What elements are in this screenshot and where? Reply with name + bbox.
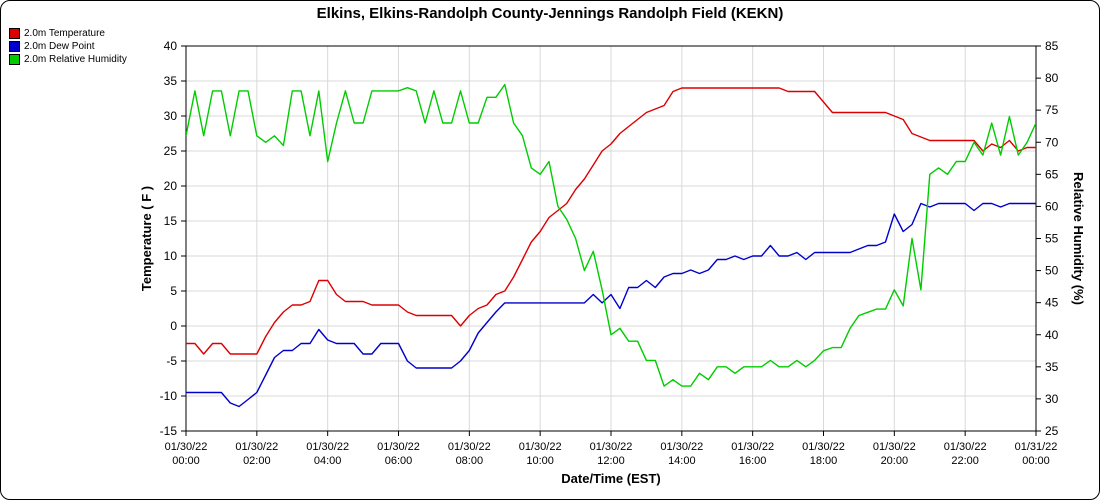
legend-item: 2.0m Relative Humidity bbox=[9, 54, 127, 65]
legend-label: 2.0m Dew Point bbox=[24, 41, 95, 52]
x-tick-date-label: 01/30/22 bbox=[590, 441, 633, 453]
x-tick-date-label: 01/31/22 bbox=[1015, 441, 1058, 453]
y-right-tick-label: 25 bbox=[1045, 424, 1059, 438]
x-tick-time-label: 04:00 bbox=[314, 455, 342, 467]
y-left-tick-label: 5 bbox=[170, 284, 177, 298]
x-tick-time-label: 12:00 bbox=[597, 455, 625, 467]
x-tick-date-label: 01/30/22 bbox=[306, 441, 349, 453]
y-left-tick-label: 25 bbox=[164, 144, 178, 158]
x-tick-date-label: 01/30/22 bbox=[235, 441, 278, 453]
y-left-axis-title: Temperature ( F ) bbox=[139, 186, 154, 291]
x-tick-time-label: 14:00 bbox=[668, 455, 696, 467]
x-axis-title: Date/Time (EST) bbox=[561, 471, 660, 486]
x-tick-time-label: 00:00 bbox=[1022, 455, 1050, 467]
chart-legend: 2.0m Temperature 2.0m Dew Point 2.0m Relat… bbox=[9, 28, 127, 67]
y-left-tick-label: 15 bbox=[164, 214, 178, 228]
y-right-tick-label: 30 bbox=[1045, 392, 1059, 406]
y-right-tick-label: 35 bbox=[1045, 360, 1059, 374]
x-tick-time-label: 16:00 bbox=[739, 455, 767, 467]
y-right-tick-label: 75 bbox=[1045, 103, 1059, 117]
legend-swatch-icon bbox=[9, 54, 20, 65]
x-tick-date-label: 01/30/22 bbox=[519, 441, 562, 453]
page-title: Elkins, Elkins-Randolph County-Jennings … bbox=[316, 5, 784, 22]
y-right-tick-label: 55 bbox=[1045, 232, 1059, 246]
y-left-tick-label: -5 bbox=[166, 354, 177, 368]
x-tick-date-label: 01/30/22 bbox=[731, 441, 774, 453]
legend-label: 2.0m Relative Humidity bbox=[24, 54, 127, 65]
y-right-tick-label: 70 bbox=[1045, 135, 1059, 149]
x-tick-date-label: 01/30/22 bbox=[873, 441, 916, 453]
x-tick-date-label: 01/30/22 bbox=[944, 441, 987, 453]
y-left-tick-label: 20 bbox=[164, 179, 178, 193]
legend-label: 2.0m Temperature bbox=[24, 28, 105, 39]
y-left-tick-label: 30 bbox=[164, 109, 178, 123]
x-tick-time-label: 00:00 bbox=[172, 455, 200, 467]
y-right-tick-label: 45 bbox=[1045, 296, 1059, 310]
x-tick-date-label: 01/30/22 bbox=[165, 441, 208, 453]
y-left-tick-label: 35 bbox=[164, 74, 178, 88]
x-tick-time-label: 06:00 bbox=[385, 455, 413, 467]
x-tick-date-label: 01/30/22 bbox=[448, 441, 491, 453]
y-right-axis-title: Relative Humidity (%) bbox=[1071, 172, 1086, 305]
y-left-tick-label: -15 bbox=[160, 424, 178, 438]
y-left-tick-label: 40 bbox=[164, 39, 178, 53]
y-left-tick-label: 0 bbox=[170, 319, 177, 333]
legend-item: 2.0m Dew Point bbox=[9, 41, 127, 52]
y-right-tick-label: 80 bbox=[1045, 71, 1059, 85]
series-line-2-0m-temperature bbox=[186, 87, 1036, 355]
y-right-tick-label: 40 bbox=[1045, 328, 1059, 342]
x-tick-date-label: 01/30/22 bbox=[377, 441, 420, 453]
x-tick-date-label: 01/30/22 bbox=[802, 441, 845, 453]
x-tick-time-label: 18:00 bbox=[810, 455, 838, 467]
x-tick-time-label: 20:00 bbox=[881, 455, 909, 467]
y-right-tick-label: 65 bbox=[1045, 167, 1059, 181]
legend-swatch-icon bbox=[9, 41, 20, 52]
y-right-tick-label: 50 bbox=[1045, 264, 1059, 278]
x-tick-time-label: 10:00 bbox=[526, 455, 554, 467]
y-left-tick-label: 10 bbox=[164, 249, 178, 263]
x-tick-time-label: 22:00 bbox=[951, 455, 979, 467]
series-line-2-0m-relative-humidity bbox=[186, 83, 1036, 387]
legend-swatch-icon bbox=[9, 28, 20, 39]
legend-item: 2.0m Temperature bbox=[9, 28, 127, 39]
y-right-tick-label: 60 bbox=[1045, 199, 1059, 213]
x-tick-time-label: 08:00 bbox=[456, 455, 484, 467]
x-tick-date-label: 01/30/22 bbox=[660, 441, 703, 453]
y-left-tick-label: -10 bbox=[160, 389, 178, 403]
x-tick-time-label: 02:00 bbox=[243, 455, 271, 467]
series-line-2-0m-dew-point bbox=[186, 202, 1036, 408]
y-right-tick-label: 85 bbox=[1045, 39, 1059, 53]
